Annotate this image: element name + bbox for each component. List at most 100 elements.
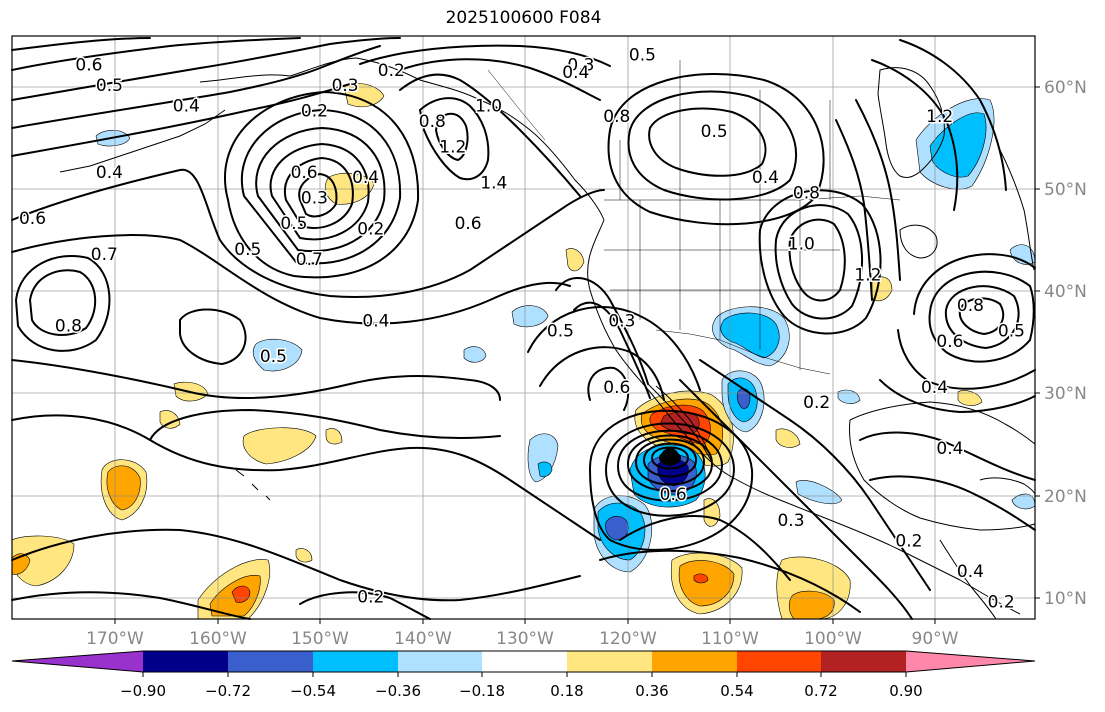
colorbar: −0.90 −0.72 −0.54 −0.36 −0.18 0.18 0.36 …	[11, 650, 1036, 700]
contour-mid-pacific-ring	[179, 308, 247, 366]
contour-high-ring-2	[14, 254, 111, 352]
warm-patch-13	[159, 410, 181, 429]
coast-aleutians	[59, 109, 226, 173]
contour-label: 0.4	[173, 97, 200, 117]
contour-low-ring-6	[224, 90, 420, 279]
lon-label-160w: 160°W	[189, 629, 247, 649]
lon-label-170w: 170°W	[86, 629, 144, 649]
contour-lines	[11, 37, 1036, 620]
contour-trough-1	[555, 277, 649, 385]
colorbar-label-9: 0.72	[804, 682, 837, 700]
contour-label: 0.4	[562, 63, 589, 83]
contour-trough-5	[527, 306, 701, 391]
contour-label: 0.4	[957, 562, 984, 582]
contour-cyclone-ring-6	[616, 429, 724, 502]
contour-label: 0.4	[936, 439, 963, 459]
cold-patch-5	[463, 346, 487, 363]
contour-alaska-2	[418, 97, 490, 181]
colorbar-label-2: −0.72	[205, 682, 251, 700]
contour-label: 0.5	[629, 45, 656, 65]
contour-label: 0.2	[378, 61, 405, 81]
cold-patch-4	[537, 461, 553, 478]
coast-hawaii	[235, 469, 271, 501]
coast-cuba	[979, 477, 1036, 495]
cold-anomaly-southwest-us-core	[720, 312, 780, 359]
colorbar-label-6: 0.18	[550, 682, 583, 700]
contour-label: 0.8	[793, 184, 820, 204]
contour-label: 0.6	[660, 485, 687, 505]
contour-label: 0.6	[455, 214, 482, 234]
lon-label-140w: 140°W	[394, 629, 452, 649]
contour-label: 1.2	[926, 107, 953, 127]
contour-label: 0.2	[895, 531, 922, 551]
lon-label-90w: 90°W	[912, 629, 959, 649]
contour-label: 0.3	[301, 189, 328, 209]
contour-cyclone-ring-4	[634, 438, 706, 486]
contour-upper-left-2	[11, 37, 301, 71]
colorbar-segment-5	[482, 651, 567, 672]
contour-cyclone-ring-7	[604, 422, 736, 517]
contour-long-1	[11, 414, 601, 541]
contour-label: 0.4	[96, 163, 123, 183]
coast-west-north-america	[587, 219, 1021, 615]
shaded-anomalies	[11, 83, 1036, 620]
lat-label-10n: 10°N	[1044, 589, 1087, 609]
contour-ridge-4	[835, 119, 873, 301]
colorbar-segment-6	[567, 651, 652, 672]
warm-patch-5-inner	[693, 573, 709, 584]
cold-anomaly-hudson-core	[929, 112, 987, 178]
lon-label-120w: 120°W	[599, 629, 657, 649]
contour-central-pacific-band	[11, 359, 501, 401]
contour-ridge-1	[788, 218, 846, 302]
contour-cyclone-ring-5	[626, 434, 714, 492]
contour-east-low-ring-4	[913, 253, 1036, 315]
contour-label: 0.2	[301, 102, 328, 122]
cold-patch-1	[252, 338, 303, 372]
colorbar-segment-7	[652, 651, 737, 672]
coast-gulf-mexico-south	[849, 419, 1036, 531]
lat-label-20n: 20°N	[1044, 487, 1087, 507]
border-states-1	[639, 200, 801, 370]
contour-mexico-2	[699, 359, 931, 591]
border-us-mexico	[655, 329, 831, 375]
contour-alaska-1	[399, 73, 581, 197]
contour-label: 0.3	[608, 311, 635, 331]
map-title: 2025100600 F084	[445, 8, 602, 28]
contour-label: 0.5	[547, 322, 574, 342]
contour-label: 0.7	[91, 245, 118, 265]
lat-label-40n: 40°N	[1044, 282, 1087, 302]
contour-alaska-5	[359, 44, 611, 67]
warm-patch-8	[343, 83, 385, 108]
contour-low-ring-4	[255, 126, 386, 253]
contour-label: 0.7	[296, 250, 323, 270]
contour-ridge-7	[899, 39, 1007, 191]
border-provinces	[619, 60, 831, 200]
contour-label: 0.6	[75, 56, 102, 76]
contour-mexico-4	[599, 549, 861, 613]
contour-high-ring-1	[28, 269, 97, 336]
contour-trough-2	[573, 301, 651, 399]
contour-label: 1.2	[854, 265, 881, 285]
colorbar-segment-4	[398, 651, 482, 672]
lon-label-150w: 150°W	[291, 629, 349, 649]
warm-patch-14	[325, 428, 343, 445]
contour-label: 0.8	[419, 112, 446, 132]
colorbar-label-7: 0.36	[635, 682, 668, 700]
contour-long-2	[149, 408, 501, 441]
contour-cyclone-ring-2	[650, 446, 690, 470]
contour-ridge-6	[871, 59, 959, 211]
colorbar-label-3: −0.54	[290, 682, 336, 700]
contour-label: 0.4	[921, 378, 948, 398]
contour-label: 1.0	[475, 97, 502, 117]
warm-patch-9	[565, 248, 585, 272]
contour-low-ring-2	[283, 156, 354, 229]
contour-label: 0.6	[603, 378, 630, 398]
contour-ridge-2	[774, 204, 864, 320]
contour-label: 0.5	[998, 322, 1025, 342]
contour-low-ring-5	[241, 108, 402, 265]
lat-label-50n: 50°N	[1044, 180, 1087, 200]
contour-low-ring-1	[298, 172, 338, 218]
contour-label: 0.6	[291, 163, 318, 183]
contour-label: 0.2	[803, 393, 830, 413]
